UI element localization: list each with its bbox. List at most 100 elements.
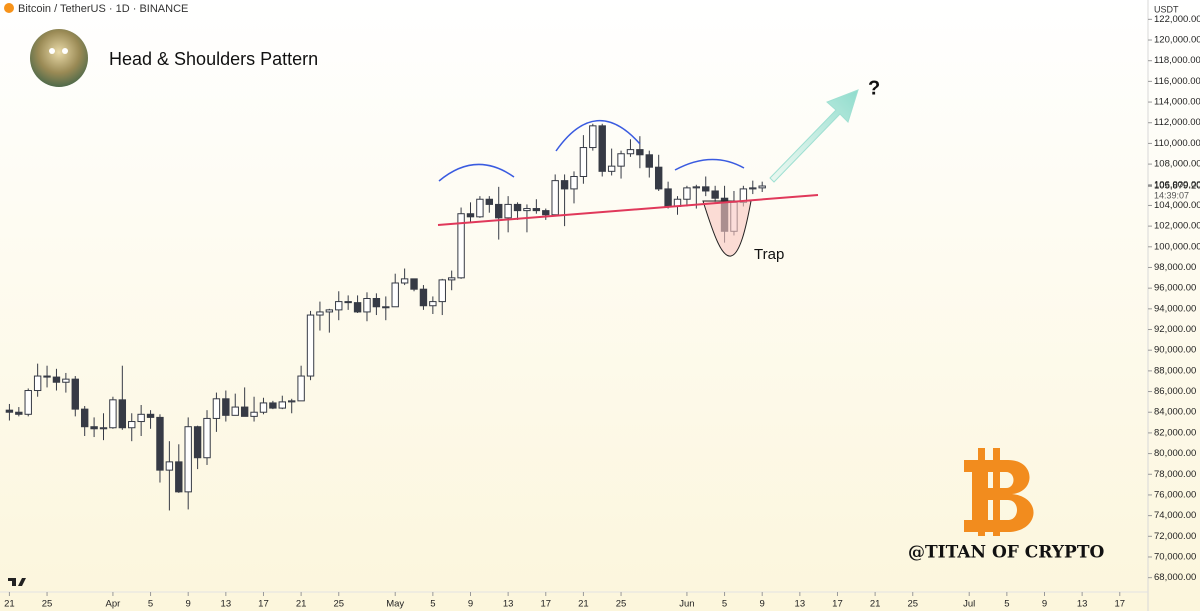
candle-body — [607, 165, 616, 172]
symbol-icon — [4, 3, 14, 13]
candle-body — [128, 421, 136, 429]
candle-body — [570, 175, 578, 190]
candle-body — [306, 314, 315, 377]
y-tick-label: 110,000.00 — [1154, 138, 1200, 149]
candle-body — [626, 149, 635, 155]
candle-body — [447, 277, 456, 281]
y-tick-label: 100,000.00 — [1154, 241, 1200, 252]
candle-body — [80, 408, 89, 428]
candle-body — [476, 198, 484, 218]
candle-body — [137, 413, 145, 423]
candle-body — [438, 279, 446, 303]
y-tick-label: 72,000.00 — [1154, 531, 1196, 542]
candle-body — [15, 411, 23, 415]
x-tick-label: 13 — [1077, 599, 1088, 610]
candle-body — [542, 210, 550, 216]
avatar-eye — [49, 48, 55, 54]
candle-body — [175, 461, 183, 493]
y-tick-label: 120,000.00 — [1154, 35, 1200, 46]
candle-body — [316, 311, 324, 316]
candle-body — [240, 406, 249, 417]
y-tick-label: 108,000.00 — [1154, 159, 1200, 170]
candle-body — [589, 125, 597, 149]
candle-body — [222, 398, 230, 416]
x-tick-label: 5 — [148, 599, 153, 610]
x-tick-label: 25 — [616, 599, 627, 610]
candle-body — [400, 278, 409, 284]
candle-body — [344, 301, 352, 304]
candle-body — [523, 208, 531, 212]
x-tick-label: 5 — [722, 599, 727, 610]
trap-shape — [702, 200, 752, 257]
x-tick-label: 9 — [468, 599, 473, 610]
candle-body — [749, 187, 757, 190]
y-tick-label: 122,000.00 — [1154, 14, 1200, 25]
candle-body — [645, 154, 653, 168]
neckline — [437, 194, 819, 226]
x-tick-label: 25 — [907, 599, 918, 610]
y-tick-label: 102,000.00 — [1154, 221, 1200, 232]
y-tick-label: 88,000.00 — [1154, 365, 1196, 376]
candle-body — [513, 203, 522, 212]
candle-body — [391, 282, 399, 308]
candle-body — [193, 426, 202, 459]
candle-body — [231, 406, 239, 416]
y-tick-label: 80,000.00 — [1154, 448, 1196, 459]
avatar-eye — [62, 48, 68, 54]
x-tick-label: 25 — [333, 599, 344, 610]
x-tick-label: 21 — [296, 599, 307, 610]
candle-body — [297, 375, 305, 402]
candle-body — [683, 187, 691, 200]
candle-body — [288, 400, 296, 403]
avatar — [30, 29, 88, 87]
head-arc — [555, 119, 641, 152]
candle-body — [353, 302, 362, 313]
candle-body — [617, 153, 625, 167]
x-tick-label: 17 — [832, 599, 843, 610]
x-tick-label: 9 — [1042, 599, 1047, 610]
candle-body — [363, 298, 371, 313]
candle-body — [495, 203, 503, 219]
candle-body — [335, 301, 343, 311]
candle-body — [43, 375, 51, 378]
question-mark: ? — [868, 77, 880, 99]
candle-body — [250, 411, 258, 417]
candle-body — [278, 401, 286, 409]
y-tick-label: 82,000.00 — [1154, 427, 1196, 438]
x-tick-label: 9 — [186, 599, 191, 610]
candle-body — [485, 198, 494, 205]
candle-body — [90, 426, 98, 430]
candle-body — [156, 416, 164, 471]
y-tick-label: 70,000.00 — [1154, 551, 1196, 562]
watermark: @TITAN OF CRYPTO — [908, 543, 1104, 563]
candle-body — [212, 398, 221, 419]
x-tick-label: 13 — [503, 599, 514, 610]
x-tick-label: 21 — [578, 599, 589, 610]
y-tick-label: 104,000.00 — [1154, 200, 1200, 211]
candle-body — [118, 399, 127, 429]
countdown: 14:39:07 — [1154, 190, 1189, 200]
candle-body — [372, 298, 381, 308]
candle-body — [184, 426, 192, 493]
candle-body — [560, 180, 569, 190]
x-tick-label: 9 — [760, 599, 765, 610]
candle-body — [579, 147, 588, 177]
candle-body — [419, 288, 428, 307]
y-tick-label: 76,000.00 — [1154, 489, 1196, 500]
y-tick-label: 78,000.00 — [1154, 469, 1196, 480]
y-tick-label: 96,000.00 — [1154, 283, 1196, 294]
candle-body — [382, 306, 390, 309]
currency: USDT — [1154, 4, 1179, 14]
y-tick-label: 114,000.00 — [1154, 97, 1200, 108]
x-tick-label: 17 — [540, 599, 551, 610]
candle-body — [410, 278, 418, 290]
left-shoulder-arc — [438, 163, 515, 182]
x-tick-label: 17 — [258, 599, 269, 610]
y-tick-label: 94,000.00 — [1154, 303, 1196, 314]
price-label: 105,879.20 — [1154, 181, 1200, 192]
x-tick-label: May — [386, 599, 404, 610]
x-tick-label: 13 — [221, 599, 232, 610]
candle-body — [99, 427, 108, 430]
candle-body — [711, 190, 719, 199]
